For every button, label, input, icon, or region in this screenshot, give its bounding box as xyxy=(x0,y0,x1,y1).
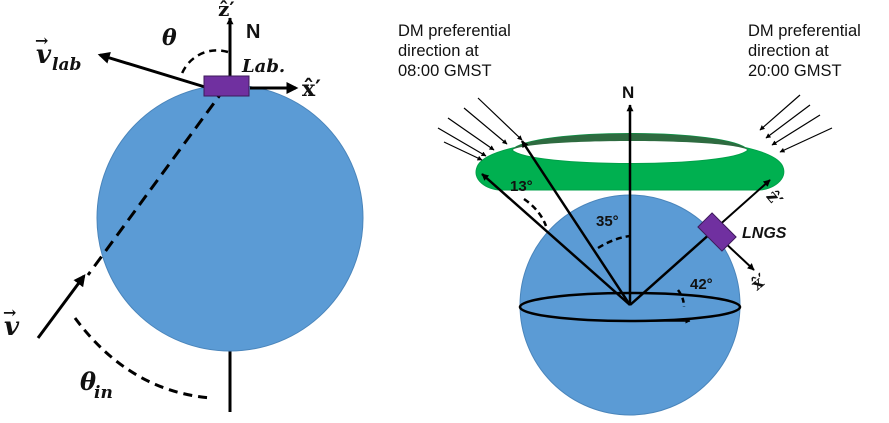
v-arrow xyxy=(36,274,86,339)
angle-35-arc xyxy=(597,234,631,250)
theta-in-arc xyxy=(73,317,213,400)
dm-arrow-left-3 xyxy=(447,117,495,151)
dm-20-line-3: 20:00 GMST xyxy=(748,62,842,80)
left-x-axis-label: x̂′ xyxy=(302,76,321,102)
theta-in-label: θ in xyxy=(80,367,113,403)
theta-arc xyxy=(179,49,229,77)
angle-42-label: 42° xyxy=(690,276,713,293)
dm-arrow-right-4 xyxy=(779,127,833,153)
angle-42-arc xyxy=(676,289,686,308)
right-x-axis-label: x̂′ xyxy=(747,270,771,295)
v-lab-arrow xyxy=(97,52,206,89)
lngs-label: LNGS xyxy=(742,225,787,242)
dm-direction-20-label: DM preferential direction at 20:00 GMST xyxy=(748,22,865,80)
angle-35-label: 35° xyxy=(596,213,619,230)
dm-arrow-left-2 xyxy=(463,107,508,145)
dm-ring-inner-shade xyxy=(512,133,748,150)
vector-to-ring-front xyxy=(520,140,632,306)
dm-arrow-right-3 xyxy=(771,114,821,146)
lab-label: Lab. xyxy=(241,56,285,77)
angle-13-label: 13° xyxy=(510,178,533,195)
dm-20-line-1: DM preferential xyxy=(748,22,861,40)
dm-direction-08-label: DM preferential direction at 08:00 GMST xyxy=(398,22,515,80)
left-detector-box xyxy=(203,75,250,97)
vector-to-ring-left xyxy=(481,173,631,306)
dm-arrow-right-1 xyxy=(759,94,801,131)
v-lab-label: → v lab xyxy=(35,31,81,75)
dm-08-line-2: direction at xyxy=(398,42,479,60)
theta-in-base: θ xyxy=(80,367,96,396)
theta-label: θ xyxy=(162,25,177,51)
dm-arrow-left-1 xyxy=(477,97,523,141)
dm-08-line-3: 08:00 GMST xyxy=(398,62,492,80)
angle-13-arc xyxy=(523,197,548,227)
dm-arrow-left-4 xyxy=(437,127,487,157)
left-earth-sphere xyxy=(96,84,364,352)
dm-arrows-left xyxy=(437,97,523,161)
right-z-axis-arrow xyxy=(715,179,771,229)
right-z-axis-label: ẑ′ xyxy=(762,187,787,211)
lngs-detector-box xyxy=(697,212,737,252)
dm-08-line-1: DM preferential xyxy=(398,22,511,40)
left-panel: ẑ′ N θ → v lab Lab. x̂′ → v θ in xyxy=(3,0,364,412)
v-lab-vector-mark: → xyxy=(35,31,48,50)
left-dashed-trajectory xyxy=(86,87,227,276)
left-north-label: N xyxy=(246,21,260,43)
v-vector-mark: → xyxy=(3,303,16,322)
dm-arrow-left-5 xyxy=(443,141,483,161)
v-lab-base: v xyxy=(36,40,52,70)
left-z-axis-label: ẑ′ xyxy=(218,0,235,21)
v-base: v xyxy=(4,312,20,342)
dm-arrow-right-2 xyxy=(765,104,811,139)
right-north-label: N xyxy=(622,83,634,102)
dm-arrows-right xyxy=(759,94,833,153)
right-panel: DM preferential direction at 08:00 GMST … xyxy=(398,22,865,416)
v-lab-subscript: lab xyxy=(52,55,81,75)
vector-to-lngs xyxy=(629,231,713,306)
v-label: → v xyxy=(3,303,20,342)
theta-in-subscript: in xyxy=(94,383,113,403)
dm-20-line-2: direction at xyxy=(748,42,829,60)
